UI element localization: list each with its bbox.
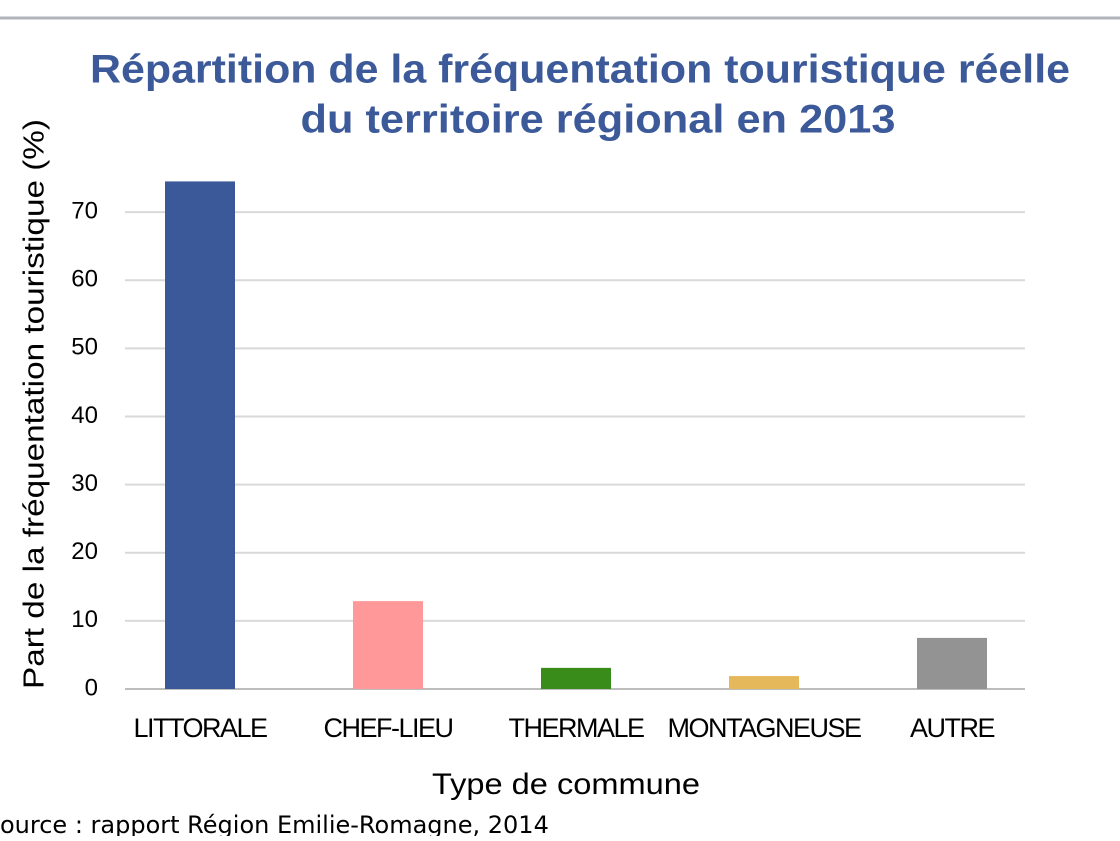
bar [917,637,987,689]
y-axis-label: Part de la fréquentation touristique (%) [19,119,51,689]
chart-title: Répartition de la fréquentation touristi… [90,48,1070,92]
y-tick-label: 10 [71,606,98,633]
y-tick-label: 30 [71,470,98,497]
source-note: ource : rapport Région Emilie-Romagne, 2… [0,811,549,836]
x-tick-label: MONTAGNEUSE [667,713,861,743]
bar [353,601,423,689]
x-tick-label: THERMALE [508,713,644,743]
y-tick-label: 0 [85,674,98,701]
bar [729,676,799,689]
y-tick-label: 60 [71,266,98,293]
bar [165,181,235,689]
x-tick-label: LITTORALE [133,713,267,743]
chart-title: du territoire régional en 2013 [301,98,896,142]
x-tick-label: AUTRE [910,713,994,743]
y-tick-label: 70 [71,197,98,224]
y-tick-label: 40 [71,402,98,429]
x-axis-label: Type de commune [432,768,700,801]
x-tick-label: CHEF-LIEU [323,713,452,743]
y-tick-label: 20 [71,538,98,565]
y-tick-label: 50 [71,334,98,361]
bar [541,667,611,689]
